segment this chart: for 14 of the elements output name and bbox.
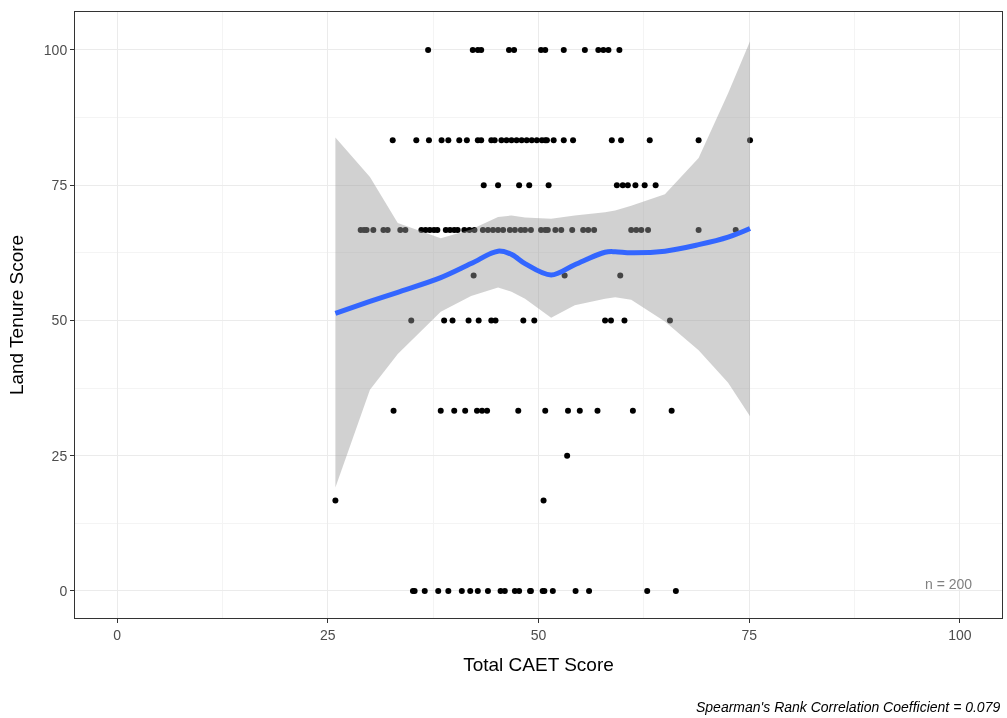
y-tick-label: 50 xyxy=(51,312,68,329)
annotation: n = 200 xyxy=(925,576,973,592)
y-tick-label: 25 xyxy=(51,447,68,464)
x-tick-label: 100 xyxy=(948,626,972,643)
y-tick-label: 0 xyxy=(59,582,68,599)
y-tick-label: 100 xyxy=(43,41,68,58)
x-axis-title: Total CAET Score xyxy=(463,653,614,675)
y-tick-label: 75 xyxy=(51,177,68,194)
y-axis-title: Land Tenure Score xyxy=(5,234,27,396)
x-tick-label: 0 xyxy=(113,626,122,643)
x-tick-label: 50 xyxy=(530,626,547,643)
text: Spearman's Rank Correlation Coefficient = 0.079 xyxy=(696,699,1001,715)
x-tick-label: 25 xyxy=(320,626,336,643)
x-tick-label: 75 xyxy=(741,626,758,643)
